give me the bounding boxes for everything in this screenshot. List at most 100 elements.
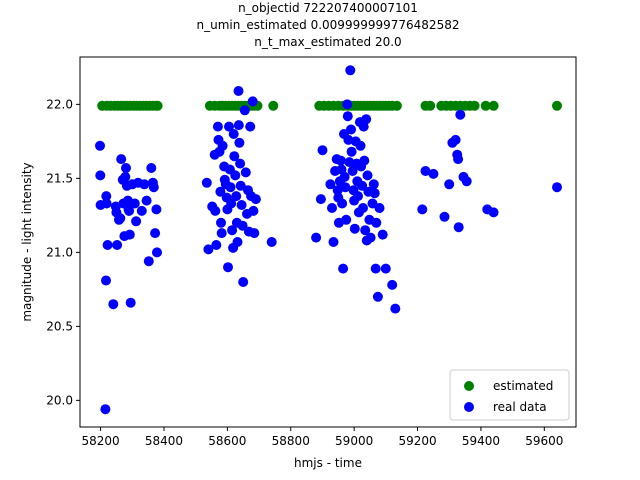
point-real-data-144 — [370, 263, 381, 274]
point-real-data-95 — [327, 203, 337, 213]
point-real-data-167 — [552, 182, 562, 193]
point-real-data-14 — [116, 154, 127, 165]
point-real-data-89 — [250, 194, 261, 205]
point-real-data-153 — [420, 166, 431, 176]
point-real-data-38 — [151, 204, 162, 215]
point-real-data-133 — [359, 155, 370, 166]
x-tick-label-1: 58400 — [145, 434, 183, 448]
point-real-data-90 — [266, 237, 277, 247]
point-real-data-131 — [358, 203, 368, 213]
point-real-data-103 — [335, 155, 346, 166]
point-real-data-118 — [347, 166, 358, 176]
point-real-data-108 — [339, 171, 350, 182]
x-tick-label-6: 59400 — [462, 434, 500, 448]
point-real-data-112 — [342, 111, 353, 122]
points-layer — [95, 65, 562, 415]
point-real-data-106 — [338, 263, 349, 274]
point-real-data-31 — [139, 179, 150, 190]
point-real-data-84 — [245, 121, 256, 132]
point-real-data-140 — [365, 232, 376, 243]
point-real-data-148 — [377, 229, 388, 240]
point-real-data-143 — [369, 188, 380, 199]
point-real-data-25 — [125, 297, 136, 308]
point-real-data-92 — [315, 194, 326, 205]
plot-area — [79, 56, 577, 428]
point-real-data-49 — [215, 186, 226, 197]
point-real-data-28 — [131, 216, 142, 227]
title-line-3: n_t_max_estimated 20.0 — [254, 35, 401, 49]
point-real-data-7 — [100, 404, 111, 415]
point-real-data-93 — [317, 145, 328, 156]
title-line-2: n_umin_estimated 0.009999999776482582 — [197, 18, 460, 32]
legend-marker-real-data — [464, 402, 474, 412]
y-axis-label: magnitude - light intensity — [20, 162, 34, 321]
point-real-data-76 — [236, 200, 247, 210]
point-real-data-13 — [115, 213, 126, 224]
point-real-data-86 — [247, 96, 258, 107]
point-real-data-161 — [453, 222, 464, 233]
point-estimated-17 — [152, 100, 163, 111]
point-real-data-6 — [102, 240, 113, 250]
point-real-data-30 — [136, 205, 147, 216]
point-real-data-24 — [124, 229, 135, 240]
point-real-data-152 — [417, 204, 428, 215]
point-real-data-37 — [150, 228, 161, 239]
point-real-data-19 — [121, 163, 131, 173]
point-real-data-154 — [428, 168, 439, 179]
legend-box — [449, 369, 570, 421]
point-real-data-145 — [371, 217, 382, 228]
point-real-data-73 — [234, 137, 245, 148]
point-real-data-135 — [361, 114, 372, 125]
point-real-data-116 — [346, 124, 356, 135]
x-tick-label-5: 59200 — [398, 434, 436, 448]
point-real-data-36 — [148, 182, 159, 193]
point-real-data-70 — [232, 237, 243, 247]
point-real-data-162 — [455, 109, 466, 120]
point-real-data-11 — [112, 240, 123, 250]
point-real-data-3 — [101, 191, 112, 202]
point-real-data-63 — [227, 225, 238, 236]
point-estimated-57 — [425, 100, 436, 111]
x-tick-label-4: 59000 — [335, 434, 373, 448]
point-real-data-117 — [346, 146, 357, 157]
x-tick-label-7: 59600 — [525, 434, 563, 448]
y-axis: 20.0 20.5 21.0 21.5 22.0 — [46, 97, 80, 407]
x-axis: 58200 58400 58600 58800 59000 59200 59400 59600 — [82, 427, 563, 448]
point-real-data-39 — [152, 247, 162, 258]
point-real-data-134 — [360, 225, 371, 236]
point-real-data-160 — [453, 154, 464, 165]
point-real-data-150 — [387, 279, 398, 290]
point-real-data-18 — [120, 171, 131, 182]
point-real-data-45 — [211, 240, 222, 250]
point-real-data-65 — [228, 129, 239, 139]
point-real-data-52 — [217, 140, 228, 151]
chart-title: n_objectid 722207400007101 n_umin_estima… — [197, 1, 460, 49]
point-real-data-79 — [239, 105, 250, 116]
point-real-data-78 — [238, 277, 249, 287]
y-tick-label-2: 21.0 — [46, 245, 73, 259]
point-real-data-109 — [340, 182, 351, 193]
point-real-data-110 — [341, 214, 352, 225]
point-real-data-50 — [216, 217, 226, 228]
legend-label-real-data: real data — [493, 400, 547, 414]
point-real-data-67 — [230, 170, 241, 181]
point-real-data-8 — [108, 299, 119, 310]
point-real-data-34 — [146, 163, 157, 173]
point-real-data-111 — [342, 99, 353, 110]
point-real-data-125 — [353, 191, 363, 202]
point-real-data-68 — [231, 191, 242, 202]
point-real-data-61 — [225, 182, 236, 193]
point-real-data-23 — [124, 205, 135, 216]
point-estimated-65 — [469, 100, 480, 111]
legend-marker-estimated — [464, 381, 474, 391]
title-line-1: n_objectid 722207400007101 — [238, 1, 418, 15]
point-real-data-46 — [212, 121, 223, 132]
point-real-data-0 — [95, 140, 105, 151]
point-real-data-166 — [488, 207, 499, 218]
point-real-data-137 — [362, 170, 373, 181]
point-real-data-149 — [380, 263, 391, 274]
point-real-data-77 — [237, 220, 248, 231]
point-real-data-80 — [240, 167, 251, 178]
point-real-data-59 — [224, 121, 234, 132]
point-real-data-75 — [235, 180, 246, 191]
